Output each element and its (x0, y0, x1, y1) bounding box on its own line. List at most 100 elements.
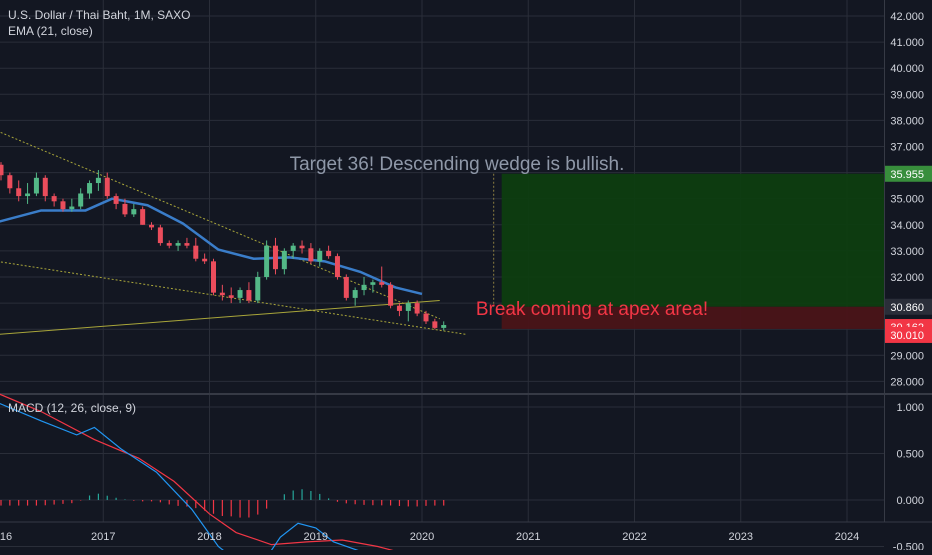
candle (149, 222, 155, 231)
candle (432, 318, 438, 330)
candle (0, 162, 4, 181)
price-tag-bg (885, 165, 932, 182)
target-annotation: Target 36! Descending wedge is bullish. (290, 154, 625, 175)
ema-legend: EMA (21, close) (8, 24, 93, 38)
candle-body (0, 164, 4, 176)
candle (87, 180, 93, 199)
candle-body (414, 303, 420, 314)
candle-body (237, 290, 243, 298)
candle-body (370, 282, 376, 285)
price-tag-label: 30.010 (890, 330, 924, 342)
price-tag: 35.955 (885, 165, 932, 182)
candle-body (246, 290, 252, 301)
candle (95, 169, 101, 191)
time-tick-label: 16 (0, 531, 12, 543)
time-tick-label: 2024 (835, 531, 859, 543)
candle (140, 206, 146, 225)
price-tag-bg (885, 298, 932, 315)
macd-tick-label: -0.500 (893, 542, 924, 551)
candle-body (361, 284, 367, 291)
candle (42, 175, 48, 202)
time-axis: 16 2017 2018 2019 2020 2021 2022 2023 2024 (0, 531, 859, 543)
candle (361, 277, 367, 296)
candle-body (423, 313, 429, 322)
candle-body (264, 245, 270, 277)
candle-body (25, 193, 31, 197)
candle-body (184, 243, 190, 246)
candle-body (272, 245, 278, 270)
candle-body (352, 290, 358, 298)
candle (202, 253, 208, 264)
candle (423, 310, 429, 324)
candle (334, 253, 340, 280)
target-zone (501, 173, 884, 307)
time-tick-label: 2021 (516, 531, 540, 543)
candle-body (104, 177, 110, 197)
macd-histogram (0, 489, 445, 518)
candle-body (166, 243, 172, 246)
candle-body (33, 177, 39, 194)
candle (211, 258, 216, 296)
candle (51, 193, 57, 207)
macd-tick-label: 0.000 (896, 495, 924, 507)
price-tick-label: 35.000 (890, 194, 924, 206)
break-annotation: Break coming at apex area! (476, 299, 708, 320)
price-tag: 30.010 (885, 326, 932, 343)
candle-body (317, 250, 323, 262)
candle-body (343, 277, 349, 298)
candle-body (95, 177, 101, 184)
candle (60, 198, 66, 212)
candle-body (157, 227, 163, 244)
candle (157, 224, 163, 246)
candle-body (78, 193, 84, 207)
candle (352, 287, 358, 306)
candle-body (228, 295, 234, 298)
price-tick-label: 42.000 (890, 11, 924, 23)
price-tag-label: 35.955 (890, 169, 924, 181)
price-tick-label: 40.000 (890, 63, 924, 75)
candle-body (326, 250, 332, 257)
macd-tick-label: 0.500 (896, 449, 924, 461)
candle-body (308, 248, 314, 262)
candles (0, 162, 447, 331)
candle (33, 172, 39, 197)
price-tick-label: 34.000 (890, 220, 924, 232)
candle-body (405, 303, 411, 311)
candle-body (175, 243, 181, 246)
price-axis: 42.000 41.000 40.000 39.000 38.000 37.000 35.0… (890, 11, 924, 388)
price-tick-label: 28.000 (890, 376, 924, 388)
candle (122, 198, 128, 217)
price-tick-label: 33.000 (890, 246, 924, 258)
candle-body (16, 188, 22, 197)
symbol-title: U.S. Dollar / Thai Baht, 1M, SAXO (8, 8, 191, 22)
candle (175, 240, 181, 251)
price-tick-label: 38.000 (890, 115, 924, 127)
candle-body (122, 203, 128, 215)
time-tick-label: 2017 (91, 531, 115, 543)
ema-line (0, 197, 423, 296)
time-tick-label: 2022 (622, 531, 646, 543)
candle (396, 303, 402, 317)
price-tag: 30.860 (885, 298, 932, 315)
candle (326, 245, 332, 259)
macd-legend: MACD (12, 26, close, 9) (8, 401, 137, 415)
macd-signal-line (0, 393, 413, 555)
candle (290, 243, 296, 259)
price-tick-label: 37.000 (890, 142, 924, 154)
candle (317, 248, 323, 267)
candle (7, 172, 13, 194)
candle-body (388, 284, 394, 306)
candle-body (255, 277, 261, 301)
candle-body (51, 196, 57, 202)
candle-body (131, 209, 137, 215)
candle-body (211, 261, 216, 293)
stop-zone (501, 306, 884, 329)
time-tick-label: 2019 (304, 531, 328, 543)
candle (414, 300, 420, 317)
candle (25, 183, 31, 204)
candle (78, 188, 84, 210)
candle (246, 282, 252, 304)
candle-body (149, 224, 155, 228)
